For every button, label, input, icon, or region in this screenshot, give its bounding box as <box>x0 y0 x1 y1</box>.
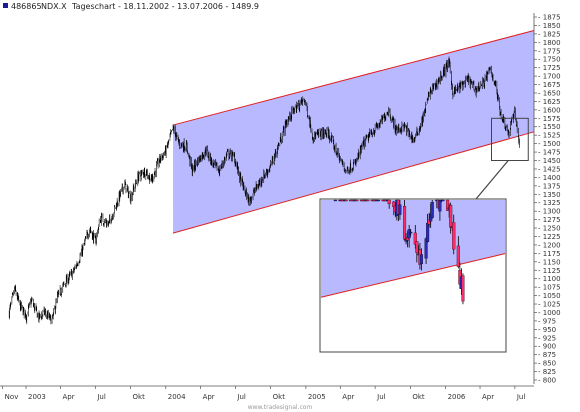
watermark: www.tradesignal.com <box>248 404 313 411</box>
y-tick-label: - 1775 <box>538 47 561 55</box>
inset-candle <box>402 206 407 240</box>
header-symbol: NDX.X <box>41 2 67 11</box>
y-tick-label: - 1100 <box>538 275 561 283</box>
x-tick-label: Nov <box>5 393 19 401</box>
inset-candle <box>366 199 370 202</box>
x-tick-label: 2003 <box>28 393 46 401</box>
y-tick-label: - 1150 <box>538 258 561 266</box>
inset-candle <box>387 199 391 205</box>
y-tick-label: - 1375 <box>538 182 561 190</box>
y-tick-label: - 850 <box>538 360 556 368</box>
y-tick-label: - 1000 <box>538 309 561 317</box>
y-tick-label: - 1250 <box>538 225 561 233</box>
series-marker-icon <box>3 3 8 8</box>
x-tick-label: Jul <box>516 393 526 401</box>
inset-candle <box>426 222 430 242</box>
inset-candle <box>407 229 411 239</box>
channel-fill <box>173 30 534 234</box>
zoom-inset <box>319 117 529 353</box>
y-tick-label: - 1025 <box>538 301 561 309</box>
y-tick-label: - 1800 <box>538 39 561 47</box>
inset-candle <box>344 199 348 202</box>
axes: - 1875- 1850- 1825- 1800- 1775- 1750- 17… <box>0 13 561 401</box>
y-tick-label: - 1450 <box>538 157 561 165</box>
x-tick-label: Jul <box>376 393 386 401</box>
x-tick-label: Apr <box>203 393 215 401</box>
y-tick-label: - 1400 <box>538 174 561 182</box>
y-tick-label: - 1650 <box>538 89 561 97</box>
inset-candle <box>441 199 445 202</box>
y-tick-label: - 1850 <box>538 22 561 30</box>
inset-candle <box>398 204 402 215</box>
header-id: 486865 <box>11 2 42 11</box>
y-tick-label: - 875 <box>538 351 556 359</box>
price-series <box>8 56 520 325</box>
y-tick-label: - 950 <box>538 326 556 334</box>
inset-candle <box>419 254 424 265</box>
y-tick-label: - 1050 <box>538 292 561 300</box>
x-tick-label: Okt <box>412 393 425 401</box>
y-tick-label: - 900 <box>538 343 556 351</box>
x-tick-label: Apr <box>342 393 354 401</box>
y-tick-label: - 1200 <box>538 241 561 249</box>
y-tick-label: - 1175 <box>538 250 561 258</box>
y-tick-label: - 1725 <box>538 64 561 72</box>
inset-candle <box>456 245 460 267</box>
inset-candle <box>409 231 413 234</box>
y-tick-label: - 1750 <box>538 56 561 64</box>
x-tick-label: Apr <box>62 393 74 401</box>
y-tick-label: - 1700 <box>538 73 561 81</box>
y-tick-label: - 1475 <box>538 149 561 157</box>
inset-candle <box>376 199 380 202</box>
inset-channel-fill <box>321 200 505 298</box>
x-tick-label: Jul <box>236 393 246 401</box>
y-tick-label: - 1325 <box>538 199 561 207</box>
x-tick-label: Okt <box>133 393 146 401</box>
channel-lower-line <box>172 131 535 234</box>
y-tick-label: - 925 <box>538 334 556 342</box>
y-tick-label: - 1425 <box>538 165 561 173</box>
y-tick-label: - 1675 <box>538 81 561 89</box>
y-tick-label: - 1075 <box>538 284 561 292</box>
y-tick-label: - 1575 <box>538 115 561 123</box>
inset-channel-lower-line <box>320 253 506 298</box>
inset-candle <box>430 201 434 218</box>
zoom-connector <box>475 160 509 200</box>
inset-candle <box>333 199 337 202</box>
header-text: Tageschart - 18.11.2002 - 13.07.2006 - 1… <box>71 2 259 11</box>
y-tick-label: - 1525 <box>538 132 561 140</box>
regression-channel <box>172 30 535 234</box>
inset-candle <box>446 199 450 211</box>
x-tick-label: Apr <box>482 393 494 401</box>
y-tick-label: - 825 <box>538 368 556 376</box>
inset-candle <box>438 200 442 212</box>
y-tick-label: - 1625 <box>538 98 561 106</box>
y-tick-label: - 1300 <box>538 208 561 216</box>
inset-candle <box>461 275 465 302</box>
y-tick-label: - 1275 <box>538 216 561 224</box>
y-tick-label: - 1550 <box>538 123 561 131</box>
y-tick-label: - 1500 <box>538 140 561 148</box>
x-tick-label: 2005 <box>308 393 326 401</box>
x-tick-label: Okt <box>273 393 286 401</box>
y-tick-label: - 1875 <box>538 14 561 22</box>
channel-upper-line <box>172 30 535 126</box>
inset-candle <box>449 205 453 228</box>
y-tick-label: - 1125 <box>538 267 561 275</box>
zoom-source-box <box>491 117 529 162</box>
y-tick-label: - 800 <box>538 377 556 385</box>
y-tick-label: - 975 <box>538 317 556 325</box>
y-tick-label: - 1825 <box>538 30 561 38</box>
x-tick-label: 2004 <box>168 393 186 401</box>
y-tick-label: - 1225 <box>538 233 561 241</box>
y-tick-label: - 1350 <box>538 191 561 199</box>
inset-candle <box>355 199 359 202</box>
inset-candle <box>452 222 456 250</box>
x-tick-label: Jul <box>96 393 106 401</box>
y-tick-label: - 1600 <box>538 106 561 114</box>
inset-candle <box>415 241 419 253</box>
x-tick-label: 2006 <box>448 393 466 401</box>
